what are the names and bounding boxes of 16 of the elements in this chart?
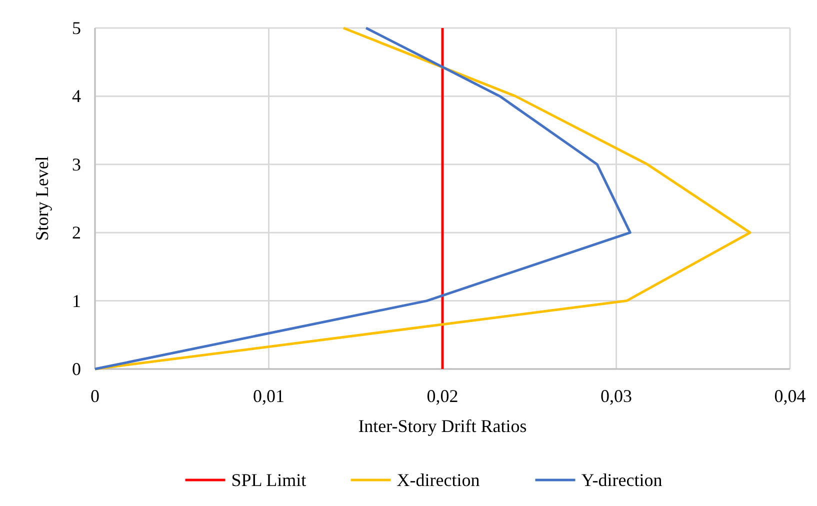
x-tick-label: 0,03	[600, 386, 632, 406]
y-tick-label: 0	[72, 359, 81, 379]
legend-label: X-direction	[396, 470, 480, 490]
x-tick-label: 0,02	[426, 386, 458, 406]
y-tick-label: 4	[72, 86, 81, 106]
x-tick-label: 0,04	[774, 386, 806, 406]
legend-label: Y-direction	[581, 470, 662, 490]
y-tick-label: 2	[72, 222, 81, 243]
y-tick-label: 5	[72, 18, 81, 38]
x-axis-title: Inter-Story Drift Ratios	[358, 416, 527, 436]
y-tick-label: 1	[72, 290, 81, 311]
legend-label: SPL Limit	[231, 470, 306, 490]
y-axis-title: Story Level	[32, 156, 52, 241]
x-tick-label: 0,01	[253, 386, 284, 406]
y-tick-label: 3	[72, 154, 81, 174]
x-tick-label: 0	[90, 386, 100, 406]
